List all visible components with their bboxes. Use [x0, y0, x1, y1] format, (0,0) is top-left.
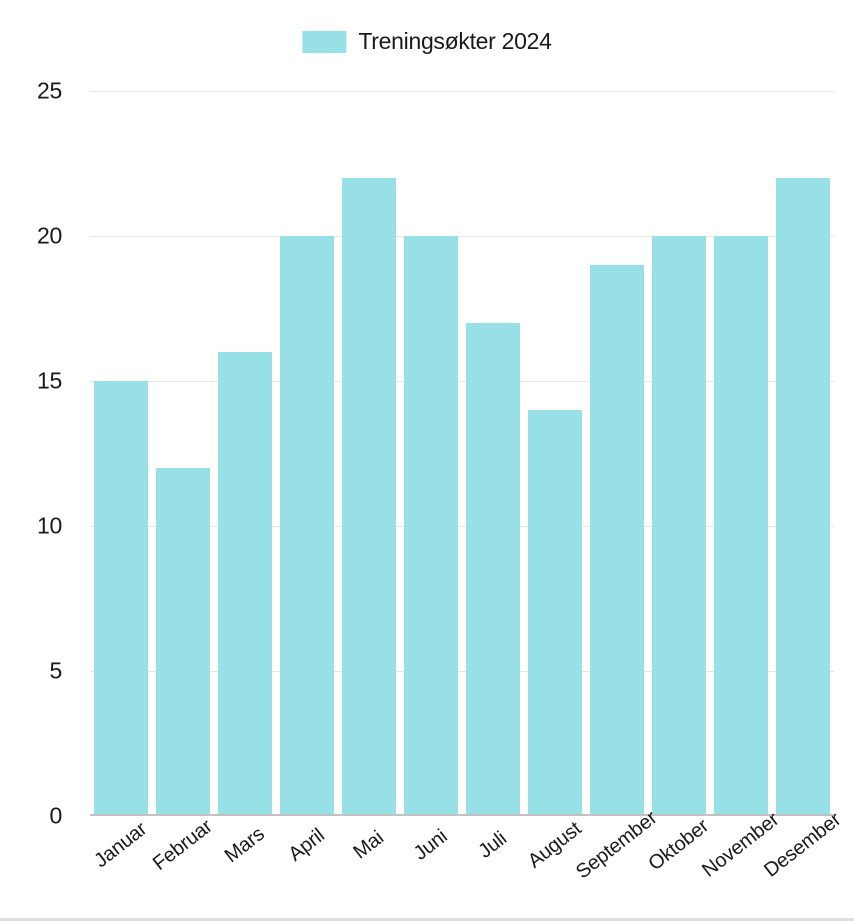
- bar-slot: [214, 91, 276, 816]
- bar: [590, 265, 645, 816]
- x-label-slot: Juni: [400, 826, 462, 916]
- bar-slot: [648, 91, 710, 816]
- x-label-slot: Desember: [772, 826, 834, 916]
- x-label-slot: April: [276, 826, 338, 916]
- bar-slot: [338, 91, 400, 816]
- x-tick-label: Juni: [410, 825, 452, 865]
- x-tick-label: Juli: [474, 827, 511, 863]
- x-tick-label: April: [285, 824, 330, 866]
- bar: [652, 236, 707, 816]
- bar-slot: [586, 91, 648, 816]
- y-tick-label: 10: [37, 513, 62, 540]
- y-tick-label: 0: [50, 803, 63, 830]
- legend-label: Treningsøkter 2024: [358, 28, 551, 55]
- plot-area: [90, 91, 834, 816]
- bar: [466, 323, 521, 816]
- bars-group: [90, 91, 834, 816]
- y-axis: 0510152025: [0, 91, 74, 816]
- chart-legend: Treningsøkter 2024: [302, 28, 551, 55]
- bar: [404, 236, 459, 816]
- y-tick-label: 15: [37, 368, 62, 395]
- bar-slot: [462, 91, 524, 816]
- bar: [218, 352, 273, 816]
- bar-slot: [524, 91, 586, 816]
- bar-slot: [400, 91, 462, 816]
- y-tick-label: 25: [37, 78, 62, 105]
- x-label-slot: Juli: [462, 826, 524, 916]
- bar: [280, 236, 335, 816]
- bar-chart-container: Treningsøkter 2024 0 5 10 15 20 25 JanuarFebr…: [0, 0, 854, 924]
- x-label-slot: November: [710, 826, 772, 916]
- bar: [342, 178, 397, 816]
- chart-underline: [0, 918, 854, 921]
- bar-slot: [276, 91, 338, 816]
- x-label-slot: Mars: [214, 826, 276, 916]
- bar: [528, 410, 583, 816]
- legend-swatch: [302, 31, 346, 53]
- x-tick-label: Mai: [349, 827, 388, 865]
- bar: [156, 468, 211, 816]
- bar-slot: [152, 91, 214, 816]
- x-label-slot: Januar: [90, 826, 152, 916]
- y-tick-label: 5: [50, 658, 63, 685]
- bar-slot: [710, 91, 772, 816]
- y-tick-label: 20: [37, 223, 62, 250]
- x-label-slot: September: [586, 826, 648, 916]
- x-tick-label: Januar: [90, 818, 151, 873]
- bar: [94, 381, 149, 816]
- x-label-slot: Oktober: [648, 826, 710, 916]
- bar: [714, 236, 769, 816]
- x-axis: JanuarFebruarMarsAprilMaiJuniJuliAugustS…: [90, 826, 834, 916]
- x-label-slot: Mai: [338, 826, 400, 916]
- x-tick-label: Februar: [149, 815, 217, 875]
- bar-slot: [772, 91, 834, 816]
- x-tick-label: Mars: [221, 823, 270, 868]
- bar: [776, 178, 831, 816]
- bar-slot: [90, 91, 152, 816]
- x-label-slot: Februar: [152, 826, 214, 916]
